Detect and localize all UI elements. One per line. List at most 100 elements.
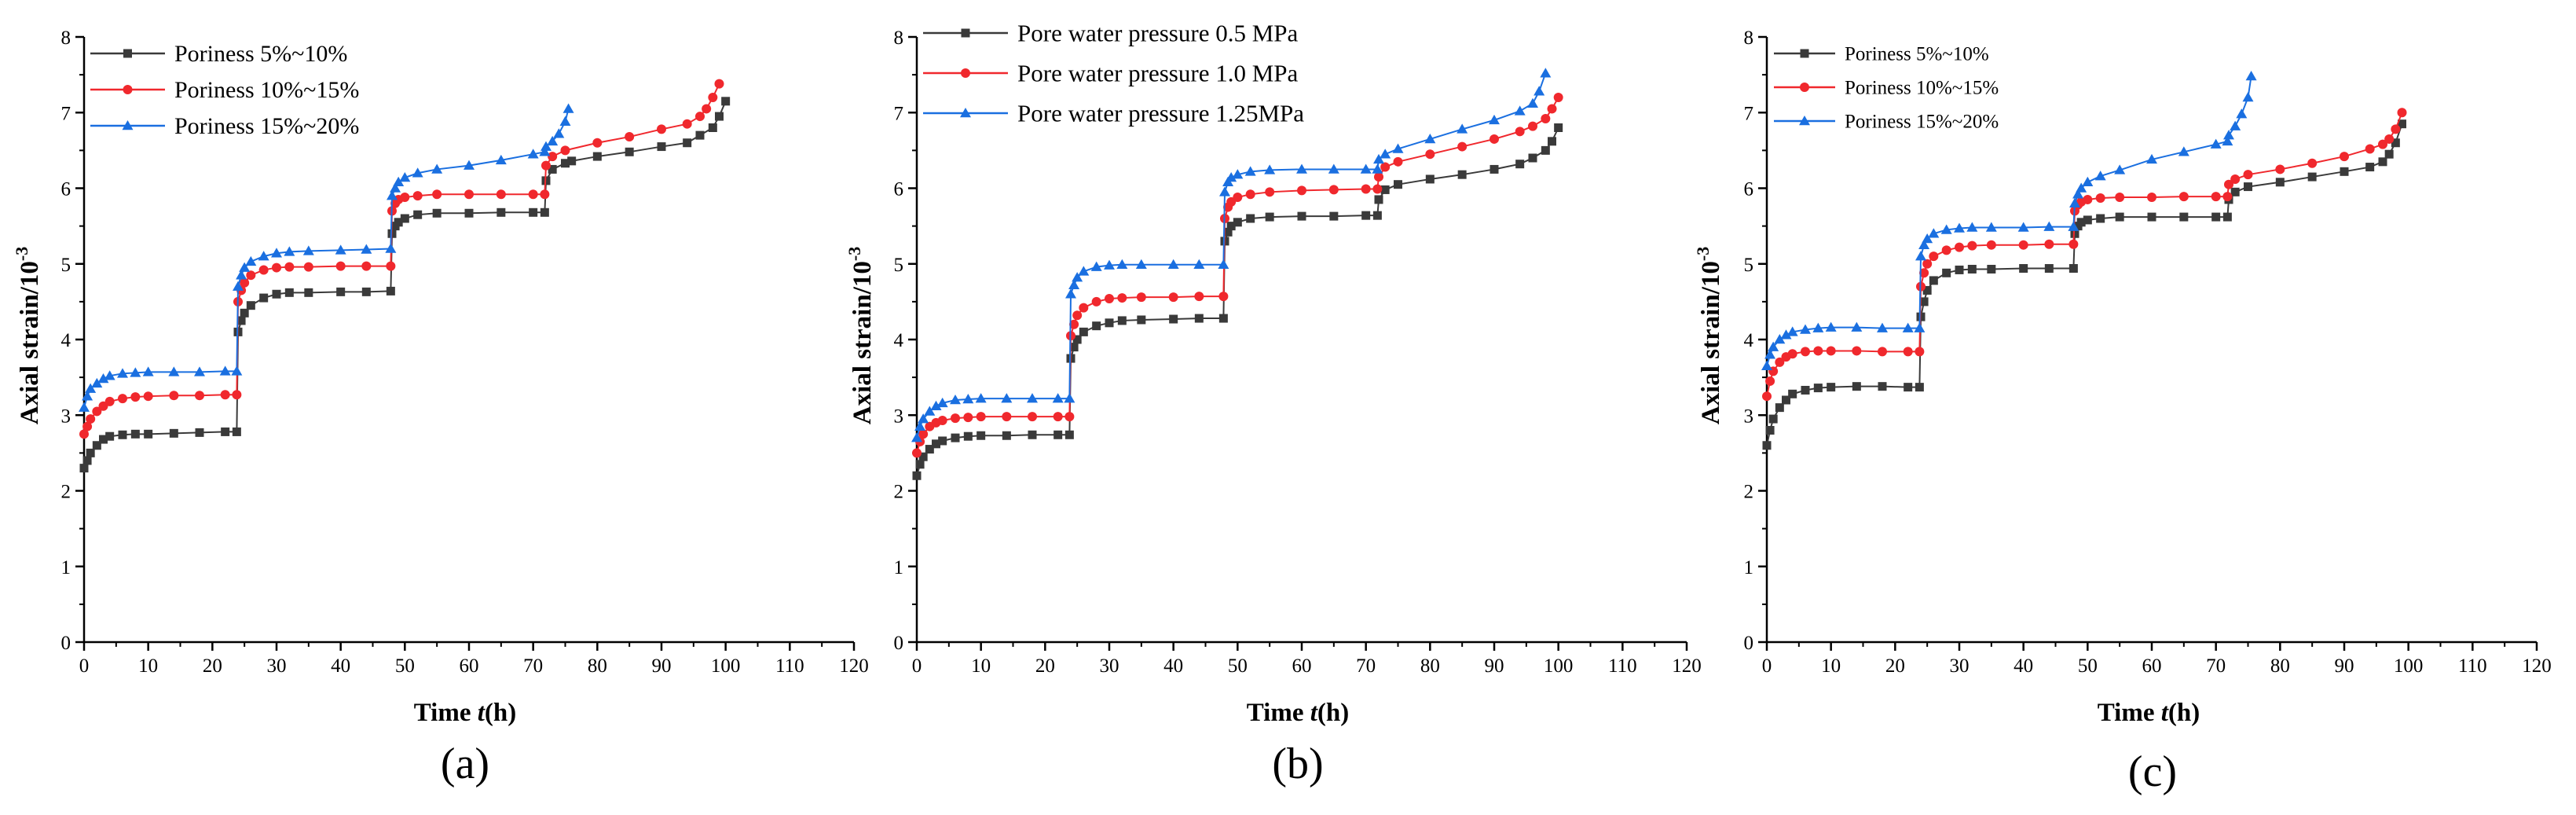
- data-point: [1919, 268, 1929, 278]
- x-axis-title-main: Time: [2098, 699, 2161, 727]
- legend-label: Pore water pressure 0.5 MPa: [1017, 20, 1299, 47]
- data-point: [657, 142, 666, 152]
- y-tick-label: 4: [894, 330, 904, 351]
- x-tick-label: 0: [79, 655, 90, 677]
- data-point: [412, 191, 423, 201]
- data-point: [924, 406, 936, 416]
- data-point: [272, 262, 281, 273]
- series-poriness-10-15-: [79, 79, 724, 439]
- data-point: [1514, 105, 1526, 116]
- data-point: [233, 281, 244, 291]
- data-point: [1361, 184, 1371, 194]
- data-point: [1955, 265, 1964, 274]
- legend-marker: [1800, 83, 1809, 92]
- y-tick-label: 4: [61, 330, 71, 351]
- data-point: [2083, 194, 2093, 204]
- data-point: [1922, 285, 1932, 295]
- data-point: [432, 208, 442, 218]
- data-point: [2340, 167, 2349, 176]
- y-tick-label: 0: [1744, 633, 1754, 654]
- data-point: [1915, 347, 1925, 357]
- data-point: [79, 464, 89, 473]
- data-point: [1245, 189, 1255, 200]
- data-point: [1053, 412, 1063, 422]
- data-point: [932, 439, 940, 449]
- y-tick-label: 8: [61, 28, 71, 49]
- data-point: [1392, 143, 1404, 153]
- data-point: [918, 413, 929, 424]
- data-point: [1167, 259, 1179, 269]
- y-tick-label: 5: [1744, 255, 1754, 276]
- x-tick-label: 10: [138, 655, 158, 677]
- data-point: [1091, 296, 1101, 307]
- data-point: [1918, 239, 1930, 249]
- data-point: [1940, 224, 1952, 234]
- data-point: [1136, 292, 1146, 303]
- data-point: [592, 138, 603, 148]
- data-point: [1328, 185, 1339, 195]
- data-point: [1393, 156, 1403, 167]
- data-point: [548, 152, 558, 162]
- data-point: [79, 429, 89, 439]
- data-point: [2230, 120, 2241, 130]
- data-point: [2070, 229, 2079, 238]
- data-point: [1090, 261, 1102, 271]
- data-point: [1223, 227, 1233, 237]
- x-tick-label: 100: [1544, 655, 1574, 677]
- data-point: [1425, 149, 1435, 160]
- data-point: [386, 261, 396, 271]
- data-point: [567, 156, 577, 166]
- data-point: [559, 116, 571, 127]
- data-point: [1774, 334, 1786, 344]
- legend-marker: [960, 108, 971, 118]
- data-point: [2044, 264, 2054, 274]
- data-point: [82, 421, 93, 431]
- x-axis-title-variable: t: [478, 699, 486, 727]
- series-poriness-15-20-: [79, 103, 574, 412]
- data-point: [1825, 321, 1837, 332]
- data-point: [2096, 214, 2105, 223]
- x-tick-label: 40: [2014, 655, 2033, 677]
- data-point: [1852, 382, 1861, 391]
- data-point: [1986, 240, 1996, 250]
- data-point: [1878, 347, 1887, 357]
- data-point: [335, 261, 346, 271]
- data-point: [1169, 314, 1178, 324]
- data-point: [925, 445, 934, 454]
- series-pore-water-pressure-0-5-mpa: [912, 123, 1563, 480]
- data-point: [258, 265, 269, 275]
- data-point: [2178, 192, 2189, 202]
- data-point: [1929, 251, 1939, 262]
- data-point: [2076, 218, 2086, 227]
- legend-label: Poriness 5%~10%: [174, 41, 347, 67]
- data-point: [2043, 221, 2055, 231]
- data-point: [105, 431, 115, 441]
- series-poriness-5-10-: [1762, 119, 2406, 450]
- data-point: [1219, 186, 1230, 196]
- data-point: [2391, 124, 2401, 134]
- data-point: [169, 428, 178, 438]
- data-point: [1028, 430, 1037, 439]
- data-point: [1548, 137, 1556, 146]
- x-tick-label: 80: [1420, 655, 1440, 677]
- data-point: [361, 261, 372, 271]
- data-point: [118, 394, 127, 404]
- data-point: [1372, 184, 1383, 194]
- data-point: [951, 433, 960, 442]
- y-axis-title-main: Axial strain/10: [848, 261, 877, 424]
- data-point: [231, 365, 243, 376]
- x-axis-title-main: Time: [1247, 699, 1310, 727]
- legend-marker: [1799, 116, 1810, 126]
- y-tick-label: 2: [1744, 482, 1754, 503]
- data-point: [284, 262, 295, 272]
- data-point: [361, 287, 371, 296]
- data-point: [918, 429, 929, 439]
- data-point: [977, 431, 986, 440]
- data-point: [1547, 104, 1557, 114]
- data-point: [1954, 222, 1965, 233]
- data-point: [2223, 130, 2234, 140]
- chart-panel-c: 0 10 20 30 40 50 60 70 80 90 100 110 120 0 1 2 3 4 5 6 7 8 Tim…: [1693, 28, 2552, 796]
- data-point: [1064, 430, 1074, 439]
- y-tick-label: 7: [894, 103, 904, 124]
- data-point: [1373, 153, 1384, 164]
